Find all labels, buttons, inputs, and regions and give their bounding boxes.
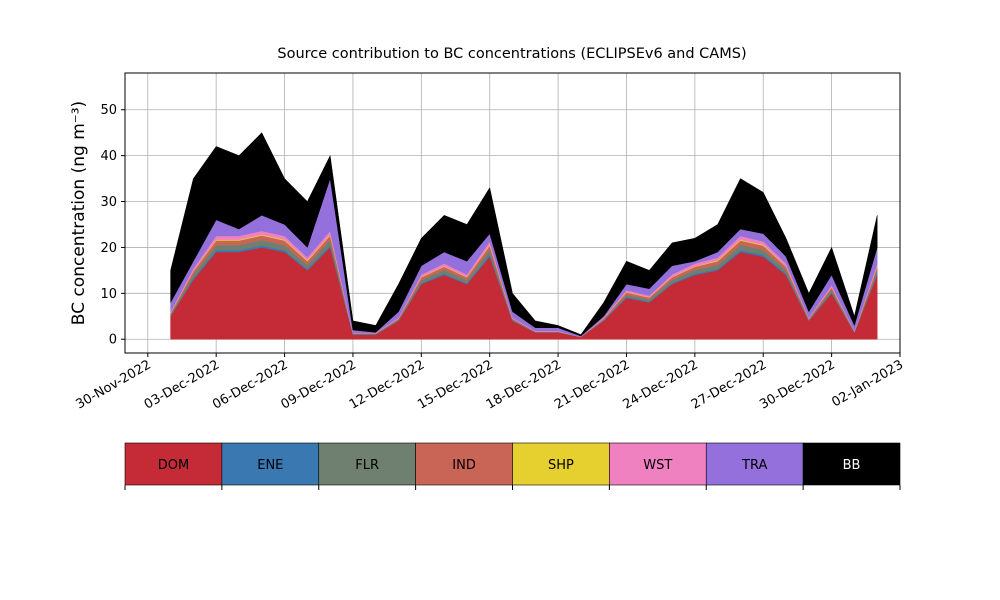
legend-label: DOM bbox=[158, 458, 189, 473]
y-tick-label: 10 bbox=[100, 287, 117, 302]
plot-frame bbox=[124, 72, 901, 354]
legend-label: FLR bbox=[355, 458, 379, 473]
x-tick-label: 27-Dec-2022 bbox=[689, 357, 769, 412]
legend-swatch bbox=[415, 442, 513, 486]
x-tick-label: 03-Dec-2022 bbox=[142, 357, 222, 412]
legend-swatch bbox=[221, 442, 320, 486]
x-tick-label: 30-Nov-2022 bbox=[74, 357, 154, 412]
area bbox=[170, 132, 878, 337]
legend-label: ENE bbox=[257, 458, 283, 473]
x-tick-label: 30-Dec-2022 bbox=[757, 357, 837, 412]
x-tick-label: 06-Dec-2022 bbox=[210, 357, 290, 412]
y-tick-label: 50 bbox=[100, 103, 117, 118]
legend-label: TRA bbox=[741, 458, 767, 473]
x-tick-label: 02-Jan-2023 bbox=[829, 357, 906, 410]
legend-swatch bbox=[318, 442, 416, 486]
legend-swatch bbox=[802, 442, 901, 486]
x-tick-label: 15-Dec-2022 bbox=[415, 357, 495, 412]
y-tick-label: 40 bbox=[100, 149, 117, 164]
chart-title: Source contribution to BC concentrations… bbox=[277, 46, 746, 62]
x-tick-label: 09-Dec-2022 bbox=[279, 357, 359, 412]
legend-swatch bbox=[124, 442, 223, 486]
x-tick-label: 24-Dec-2022 bbox=[620, 357, 700, 412]
y-tick-label: 20 bbox=[100, 241, 117, 256]
y-axis-label: BC concentration (ng m⁻³) bbox=[69, 101, 89, 325]
legend-swatch bbox=[609, 442, 707, 486]
legend-label: IND bbox=[452, 458, 476, 473]
legend-label: SHP bbox=[548, 458, 574, 473]
x-tick-label: 12-Dec-2022 bbox=[347, 357, 427, 412]
x-tick-label: 18-Dec-2022 bbox=[484, 357, 564, 412]
legend-label: BB bbox=[843, 458, 861, 473]
legend-label: WST bbox=[643, 458, 672, 473]
legend-swatch bbox=[705, 442, 804, 486]
y-tick-label: 0 bbox=[109, 333, 117, 348]
y-tick-label: 30 bbox=[100, 195, 117, 210]
x-tick-label: 21-Dec-2022 bbox=[552, 357, 632, 412]
legend-swatch bbox=[512, 442, 610, 486]
